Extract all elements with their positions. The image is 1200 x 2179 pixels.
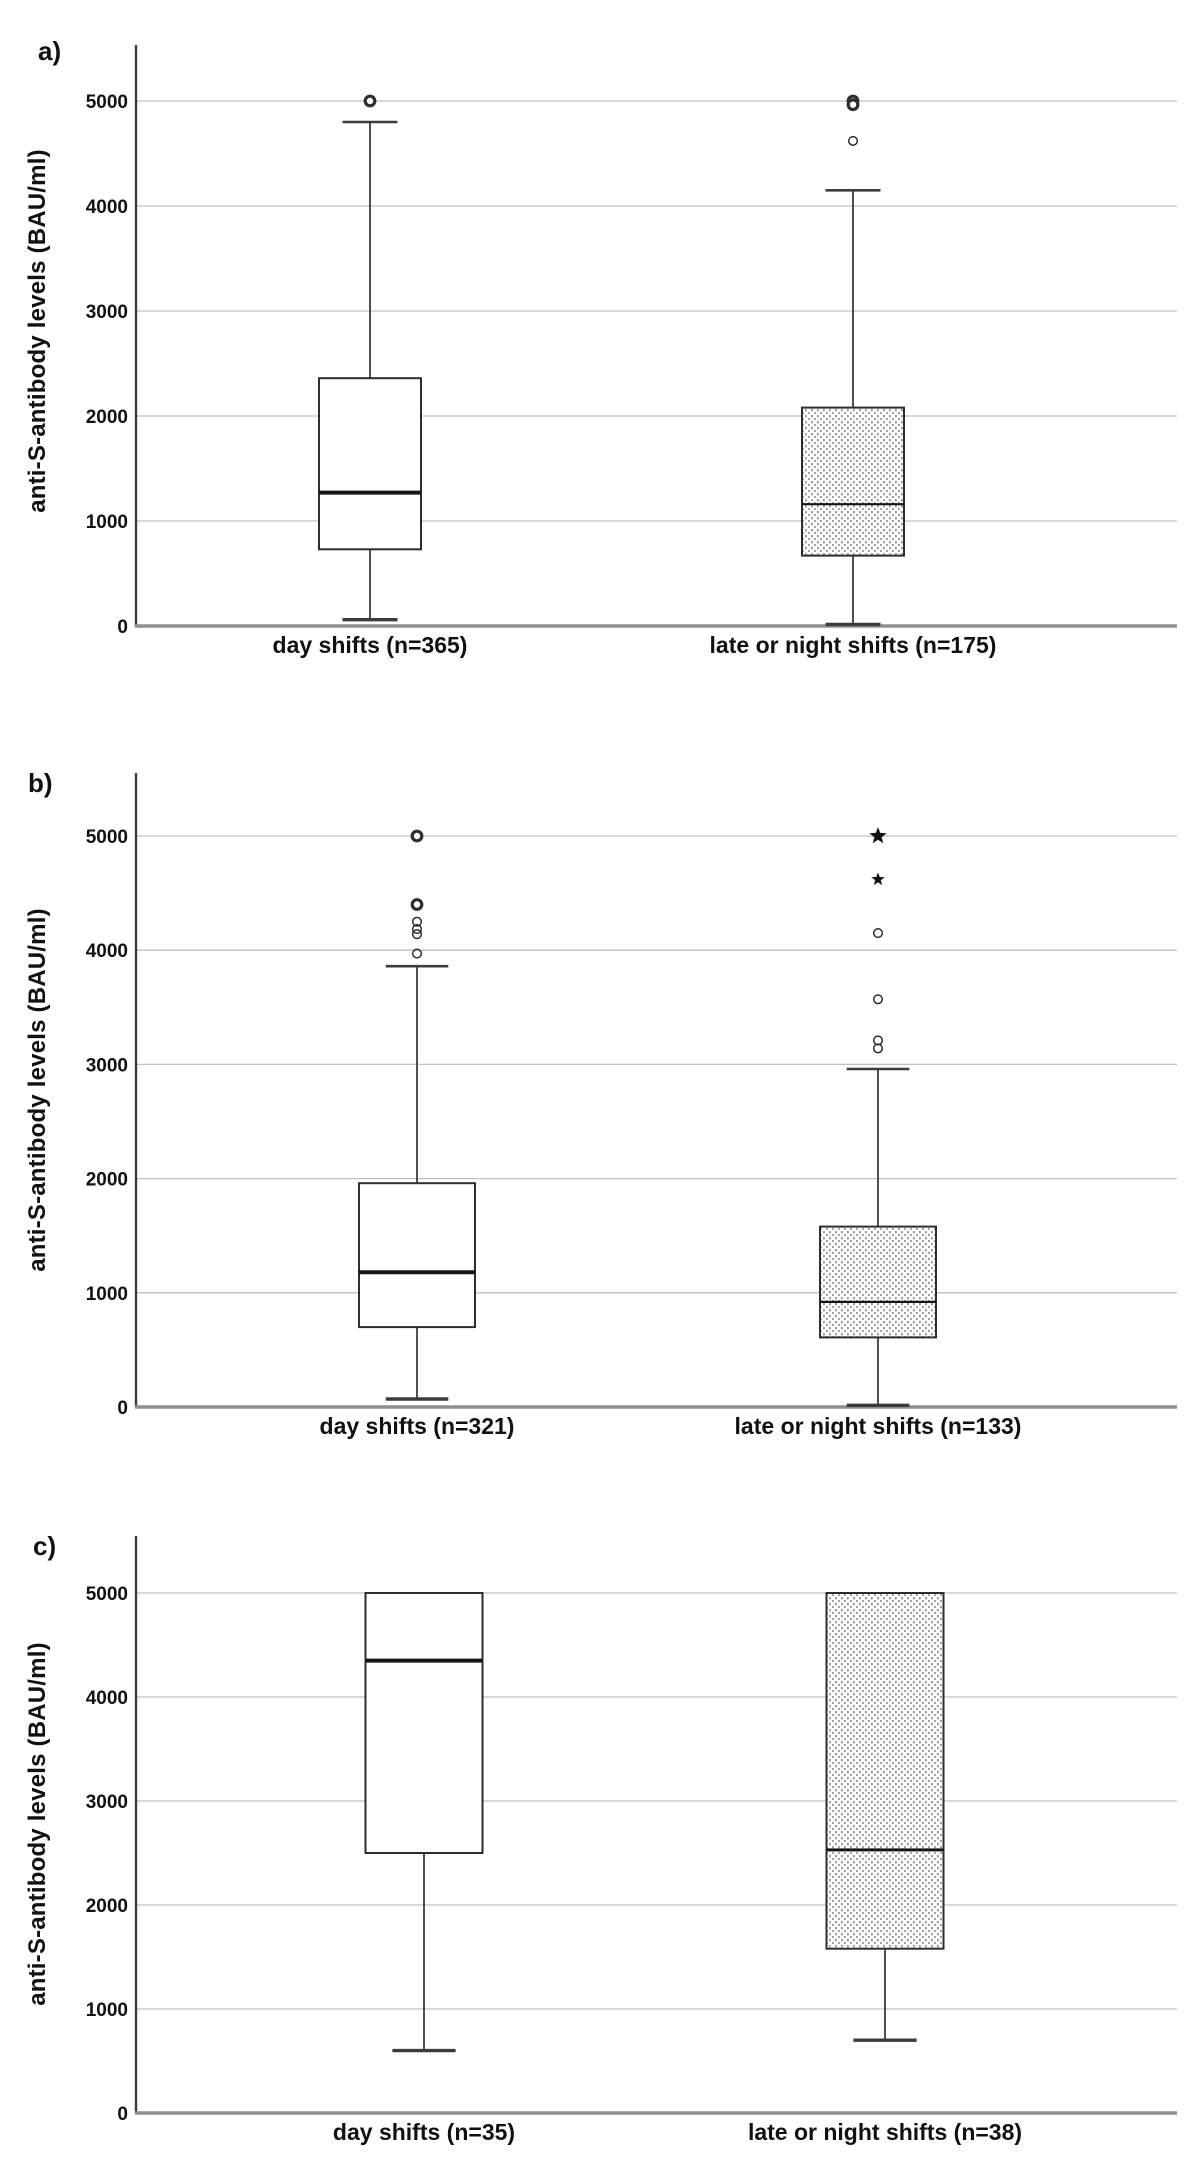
panel-b-letter: b): [28, 768, 53, 798]
panel-c-y-axis-title: anti-S-antibody levels (BAU/ml): [24, 1642, 51, 2006]
y-tick-label: 4000: [86, 1688, 128, 1709]
y-tick-label: 5000: [86, 827, 128, 848]
outlier-circle-marker: [411, 924, 423, 935]
x-category-label-day-shifts: day shifts (n=365): [273, 632, 468, 658]
outlier-circle-marker: [411, 929, 423, 940]
panel-c-plot: 0 1000 2000 3000 4000 5000 day shifts (n=35) la…: [86, 1536, 1177, 2145]
panel-c-letter: c): [33, 1531, 57, 1561]
extreme-outlier-star-marker: [869, 827, 887, 844]
y-tick-label: 4000: [86, 197, 128, 218]
boxplot-day-shifts: [364, 1592, 484, 2053]
boxplot-late-night-shifts: [801, 94, 905, 627]
iqr-box-late-night-shifts: [825, 1592, 945, 1950]
y-tick-label: 3000: [86, 1792, 128, 1813]
iqr-box-day-shifts: [364, 1592, 484, 1854]
x-category-label-day-shifts: day shifts (n=35): [333, 2119, 515, 2145]
y-tick-label: 4000: [86, 941, 128, 962]
boxplot-late-night-shifts: [819, 827, 937, 1408]
y-tick-label: 3000: [86, 1055, 128, 1076]
panel-a-y-axis-title: anti-S-antibody levels (BAU/ml): [24, 149, 51, 513]
x-category-label-late-night-shifts: late or night shifts (n=133): [735, 1413, 1022, 1439]
panel-a-letter: a): [38, 36, 62, 66]
outlier-circle-marker: [411, 916, 423, 927]
panel-a-plot: 0 1000 2000 3000 4000 5000 day shifts (n=365) l…: [86, 45, 1177, 658]
outlier-circle-marker: [846, 98, 860, 112]
x-category-label-day-shifts: day shifts (n=321): [320, 1413, 515, 1439]
boxplot-late-night-shifts: [825, 1592, 945, 2042]
y-tick-label: 0: [117, 1398, 128, 1419]
y-tick-label: 5000: [86, 92, 128, 113]
y-tick-label: 1000: [86, 2000, 128, 2021]
boxplot-day-shifts: [318, 94, 422, 622]
y-tick-label: 0: [117, 617, 128, 638]
iqr-box-day-shifts: [318, 377, 422, 551]
y-tick-label: 2000: [86, 407, 128, 428]
outlier-circle-marker: [872, 928, 884, 939]
iqr-box-late-night-shifts: [801, 406, 905, 557]
x-category-label-late-night-shifts: late or night shifts (n=38): [748, 2119, 1022, 2145]
y-tick-label: 2000: [86, 1896, 128, 1917]
panel-b-plot: 0 1000 2000 3000 4000 5000 day shifts (n=321) l…: [86, 773, 1177, 1439]
boxplot-day-shifts: [358, 829, 476, 1401]
outlier-circle-marker: [872, 1043, 884, 1054]
extreme-outlier-star-marker: [871, 872, 885, 886]
outlier-circle-marker: [363, 94, 377, 108]
outlier-circle-marker: [411, 948, 423, 959]
x-category-label-late-night-shifts: late or night shifts (n=175): [710, 632, 997, 658]
outlier-circle-marker: [410, 898, 424, 911]
y-tick-label: 3000: [86, 302, 128, 323]
y-tick-label: 1000: [86, 512, 128, 533]
panel-b-y-axis-title: anti-S-antibody levels (BAU/ml): [24, 908, 51, 1272]
y-tick-label: 5000: [86, 1584, 128, 1605]
y-tick-label: 0: [117, 2104, 128, 2125]
y-tick-label: 1000: [86, 1284, 128, 1305]
y-tick-label: 2000: [86, 1170, 128, 1191]
outlier-circle-marker: [847, 135, 859, 146]
outlier-circle-marker: [410, 829, 424, 843]
iqr-box-day-shifts: [358, 1182, 476, 1329]
outlier-circle-marker: [872, 994, 884, 1005]
iqr-box-late-night-shifts: [819, 1225, 937, 1339]
